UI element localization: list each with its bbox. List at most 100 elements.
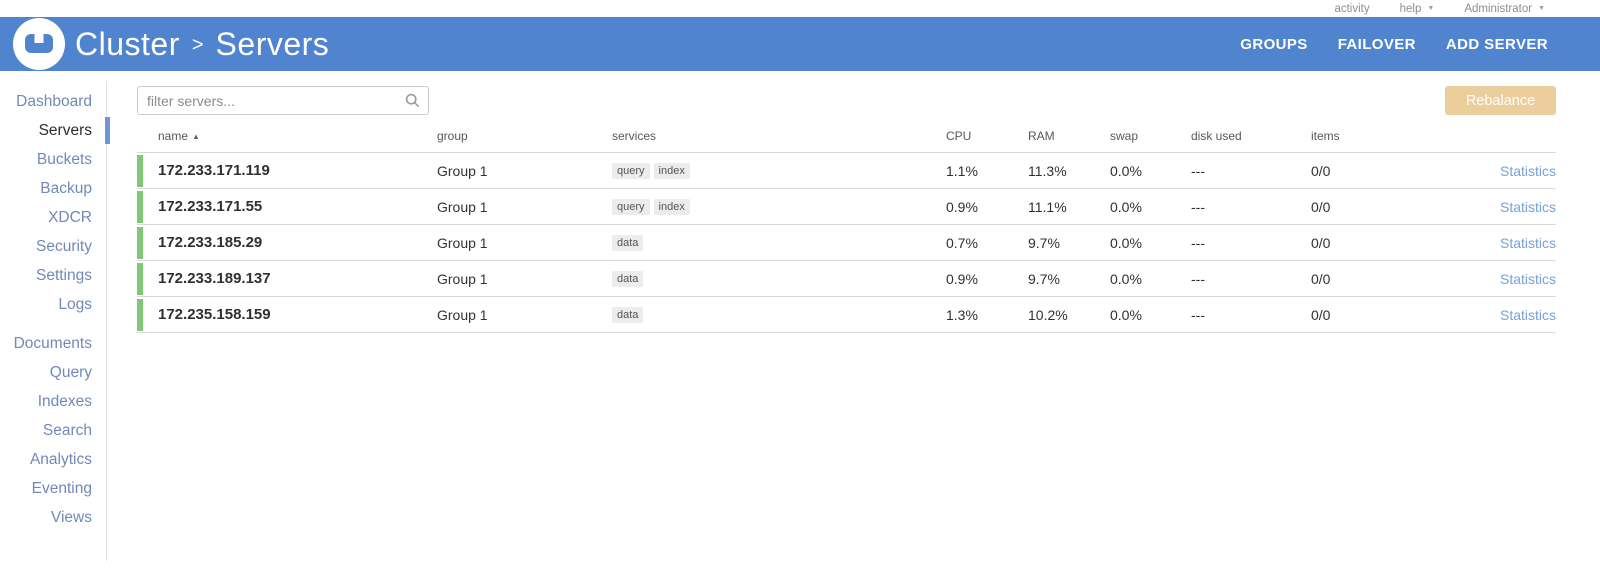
server-swap: 0.0% (1110, 270, 1142, 287)
sidebar-item-dashboard[interactable]: Dashboard (16, 93, 92, 110)
server-name: 172.233.171.119 (158, 162, 270, 179)
statistics-link[interactable]: Statistics (1499, 198, 1556, 215)
service-badge-data: data (612, 306, 644, 323)
servers-table: name ▲ group services CPU RAM swap disk u… (137, 115, 1556, 333)
sidebar-item-servers[interactable]: Servers (0, 116, 110, 145)
server-row[interactable]: 172.233.189.137 Group 1 data 0.9% 9.7% 0… (137, 260, 1556, 296)
health-status-bar (137, 226, 143, 259)
server-cpu: 0.9% (946, 198, 978, 215)
server-ram: 10.2% (1028, 306, 1068, 323)
statistics-link[interactable]: Statistics (1499, 162, 1556, 179)
sidebar-item-search[interactable]: Search (42, 422, 92, 439)
server-group: Group 1 (437, 162, 488, 179)
sort-asc-icon: ▲ (192, 132, 200, 141)
server-items: 0/0 (1311, 270, 1331, 287)
server-cpu: 1.1% (946, 162, 978, 179)
top-utility-bar: activity help ▼ Administrator ▼ (0, 0, 1600, 17)
server-disk-used: --- (1191, 234, 1205, 251)
health-status-bar (137, 298, 143, 331)
sidebar-group: Documents Query Indexes Search Analytics Even… (0, 329, 107, 532)
server-group: Group 1 (437, 270, 488, 287)
server-disk-used: --- (1191, 306, 1205, 323)
sidebar-item-query[interactable]: Query (49, 364, 92, 381)
sidebar-item-eventing[interactable]: Eventing (31, 480, 92, 497)
chevron-down-icon: ▼ (1538, 5, 1545, 12)
filter-servers-input[interactable] (137, 86, 429, 115)
health-status-bar (137, 190, 143, 223)
server-name: 172.233.185.29 (158, 234, 263, 251)
rebalance-button[interactable]: Rebalance (1445, 86, 1556, 115)
server-ram: 11.3% (1028, 162, 1067, 179)
search-icon (405, 93, 420, 108)
service-badge-index: index (653, 162, 690, 179)
header-actions: GROUPS FAILOVER ADD SERVER (1240, 36, 1548, 53)
column-header-group: group (437, 129, 468, 143)
table-header-row: name ▲ group services CPU RAM swap disk u… (137, 115, 1556, 152)
breadcrumb: Cluster > Servers (75, 26, 329, 63)
server-disk-used: --- (1191, 270, 1205, 287)
server-items: 0/0 (1311, 234, 1331, 251)
service-badge-data: data (612, 270, 644, 287)
server-items: 0/0 (1311, 198, 1331, 215)
user-menu[interactable]: Administrator ▼ (1464, 3, 1545, 15)
server-name: 172.233.171.55 (158, 198, 263, 215)
sidebar-item-settings[interactable]: Settings (35, 267, 92, 284)
server-swap: 0.0% (1110, 234, 1142, 251)
sidebar-item-indexes[interactable]: Indexes (37, 393, 92, 410)
column-header-cpu: CPU (946, 129, 972, 143)
server-services: query index (612, 162, 946, 179)
server-row[interactable]: 172.233.171.119 Group 1 query index 1.1% … (137, 152, 1556, 188)
server-disk-used: --- (1191, 198, 1205, 215)
column-header-name-label: name (158, 129, 189, 143)
health-status-bar (137, 262, 143, 295)
server-services: data (612, 270, 946, 287)
breadcrumb-separator-icon: > (191, 33, 204, 56)
activity-link[interactable]: activity (1334, 2, 1370, 15)
server-group: Group 1 (437, 306, 488, 323)
statistics-link[interactable]: Statistics (1499, 270, 1556, 287)
groups-button[interactable]: GROUPS (1240, 35, 1308, 53)
sidebar-item-documents[interactable]: Documents (13, 335, 92, 352)
page-title: Servers (215, 25, 330, 62)
server-swap: 0.0% (1110, 198, 1142, 215)
column-header-disk-used: disk used (1191, 129, 1242, 143)
sidebar-item-logs[interactable]: Logs (58, 296, 92, 313)
server-row[interactable]: 172.233.185.29 Group 1 data 0.7% 9.7% 0.… (137, 224, 1556, 260)
column-header-ram: RAM (1028, 129, 1055, 143)
sidebar-item-backup[interactable]: Backup (40, 180, 92, 197)
breadcrumb-cluster[interactable]: Cluster (75, 25, 180, 62)
statistics-link[interactable]: Statistics (1499, 234, 1556, 251)
filter-wrap (137, 86, 429, 115)
server-ram: 11.1% (1028, 198, 1067, 215)
server-items: 0/0 (1311, 162, 1331, 179)
statistics-link[interactable]: Statistics (1499, 306, 1556, 323)
sidebar-item-xdcr[interactable]: XDCR (48, 209, 92, 226)
help-menu[interactable]: help ▼ (1400, 3, 1435, 15)
server-name: 172.233.189.137 (158, 270, 271, 287)
server-services: data (612, 306, 946, 323)
sidebar-item-security[interactable]: Security (36, 238, 92, 255)
add-server-button[interactable]: ADD SERVER (1445, 35, 1548, 53)
sidebar-item-buckets[interactable]: Buckets (36, 151, 92, 168)
app-header: Cluster > Servers GROUPS FAILOVER ADD SE… (0, 17, 1600, 71)
table-body: 172.233.171.119 Group 1 query index 1.1% … (137, 152, 1556, 333)
server-services: data (612, 234, 946, 251)
servers-panel: Rebalance name▲ group services CPU RAM s… (107, 71, 1600, 575)
service-badge-query: query (612, 198, 650, 215)
server-cpu: 0.9% (946, 270, 978, 287)
column-header-swap: swap (1110, 129, 1139, 143)
column-header-name[interactable]: name ▲ (137, 129, 437, 143)
sidebar-item-analytics[interactable]: Analytics (29, 451, 92, 468)
server-row[interactable]: 172.233.171.55 Group 1 query index 0.9% 1… (137, 188, 1556, 224)
server-items: 0/0 (1311, 306, 1331, 323)
servers-toolbar: Rebalance (137, 86, 1556, 115)
server-group: Group 1 (437, 234, 488, 251)
sidebar-item-views[interactable]: Views (50, 509, 92, 526)
server-cpu: 0.7% (946, 234, 978, 251)
server-group: Group 1 (437, 198, 488, 215)
failover-button[interactable]: FAILOVER (1337, 35, 1416, 53)
server-ram: 9.7% (1028, 270, 1060, 287)
couchbase-logo-icon (13, 18, 65, 70)
server-swap: 0.0% (1110, 162, 1142, 179)
server-row[interactable]: 172.235.158.159 Group 1 data 1.3% 10.2% … (137, 296, 1556, 332)
